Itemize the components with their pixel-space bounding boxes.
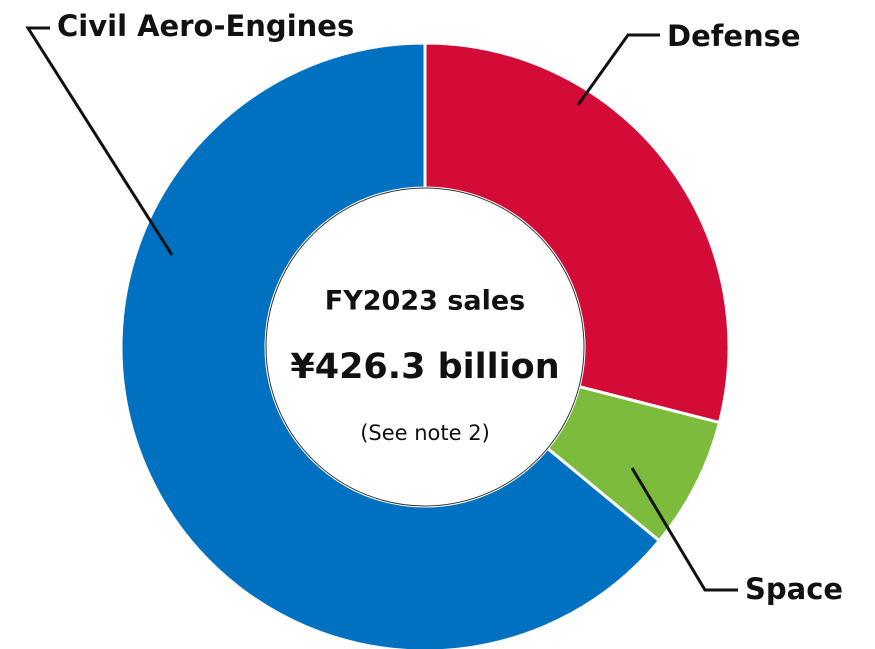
leader-line [576,33,660,106]
leader-line [25,26,174,256]
slice-label: Defense [667,19,801,53]
center-total: ¥426.3 billion [290,347,559,387]
slices [119,41,731,649]
center-title: FY2023 sales [325,286,525,317]
slice-label: Space [745,572,843,606]
center-note: (See note 2) [360,421,490,445]
slice-label: Civil Aero-Engines [57,9,354,43]
leader-line [630,467,738,592]
center-hole [265,187,585,507]
